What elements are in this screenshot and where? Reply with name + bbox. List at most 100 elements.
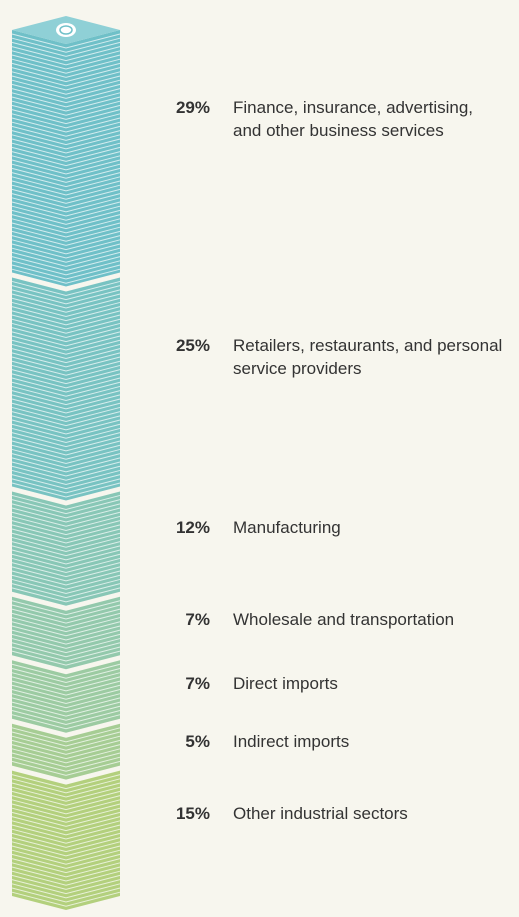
stripe [11,638,121,654]
stripe [11,155,121,171]
stripe [11,432,121,448]
stripe [11,494,121,510]
stripe [11,92,121,108]
stripe [11,260,121,276]
stripe [11,138,121,154]
stripe [11,887,121,903]
stripe [11,693,121,709]
stack-segment [12,30,120,287]
stripe [11,625,121,641]
stripe [11,314,121,330]
stripe [11,870,121,886]
stripe [11,79,121,95]
stripe [11,478,121,494]
stripe [11,828,121,844]
stripe [11,756,121,772]
category-label: Finance, insurance, advertising, and oth… [233,98,474,140]
stripe [11,799,121,815]
stripe [11,348,121,364]
stripe [11,41,121,57]
stripe [11,621,121,637]
stripe [11,197,121,213]
stack-segment [12,596,120,670]
stripe [11,701,121,717]
stripe [11,782,121,798]
stripe [11,339,121,355]
stripe [11,511,121,527]
stripe [11,503,121,519]
stripe [11,184,121,200]
stripe [11,803,121,819]
stripe [11,415,121,431]
stripe [11,125,121,141]
stripe [11,209,121,225]
stripe [11,369,121,385]
stripe [11,230,121,246]
stripe [11,778,121,794]
stripe [11,612,121,628]
stripe [11,205,121,221]
stripe [11,583,121,599]
stack-segment [12,660,120,733]
stripe [11,680,121,696]
stripe [11,289,121,305]
percent-label: 7% [185,673,210,693]
stripe [11,180,121,196]
stripe [11,394,121,410]
category-label: Manufacturing [233,517,341,537]
stripe [11,553,121,569]
stripe [11,807,121,823]
stripe [11,264,121,280]
stripe [11,752,121,768]
category-label: Wholesale and transportation [233,610,455,630]
stripe [11,646,121,662]
percent-label: 15% [175,804,210,824]
stripe [11,293,121,309]
stack-segment [12,277,120,501]
stripe [11,709,121,725]
stripe [11,684,121,700]
stripe [11,587,121,603]
stack-segment [12,723,120,780]
stripe [11,54,121,70]
stripe [11,545,121,561]
stripe [11,578,121,594]
category-label: Other industrial sectors [233,804,408,824]
stripe [11,201,121,217]
stripe [11,121,121,137]
stripe [11,536,121,552]
stripe [11,849,121,865]
stripe [11,67,121,83]
stripe [11,866,121,882]
stripe [11,214,121,230]
stripe [11,727,121,743]
stripe [11,113,121,129]
stripe [11,436,121,452]
stripe [11,739,121,755]
stripe [11,188,121,204]
stripe [11,411,121,427]
stripe [11,697,121,713]
stripe [11,427,121,443]
stripe [11,714,121,730]
stripe [11,402,121,418]
stripe [11,824,121,840]
stripe [11,96,121,112]
stripe [11,297,121,313]
stripe [11,633,121,649]
stripe [11,301,121,317]
stripe [11,760,121,776]
stripe [11,37,121,53]
stripe [11,688,121,704]
stripe [11,356,121,372]
stripe [11,343,121,359]
stripe [11,256,121,272]
stripe [11,600,121,616]
stripe [11,883,121,899]
stripe [11,222,121,238]
stripe [11,832,121,848]
stripe [11,841,121,857]
coin [56,23,76,37]
